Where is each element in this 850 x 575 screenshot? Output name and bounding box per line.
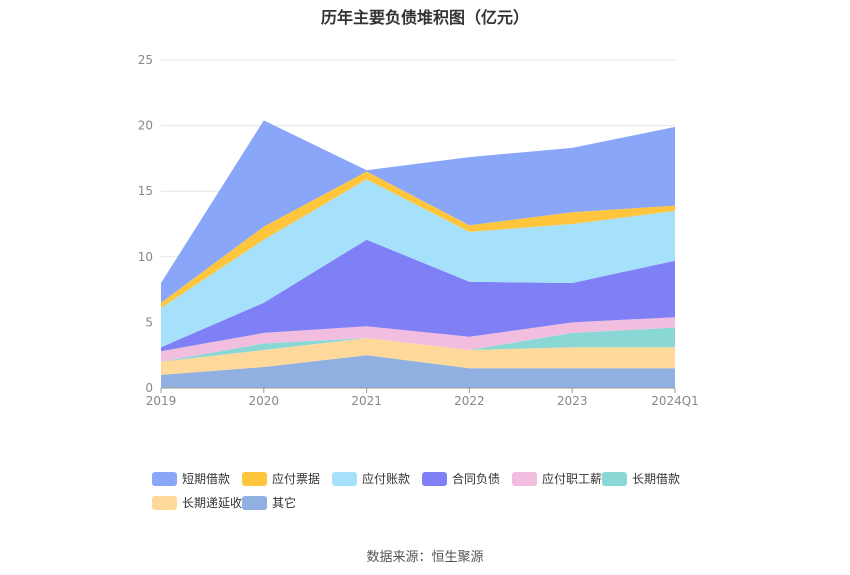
y-tick-label: 15 [138, 184, 153, 198]
y-tick-label: 0 [145, 381, 153, 395]
area-series-6 [161, 171, 675, 308]
legend-item[interactable]: 长期借款 [602, 470, 680, 487]
legend-label: 应付账款 [362, 472, 411, 486]
legend-item[interactable]: 应付职工薪酬 [512, 470, 614, 487]
area-series-4 [161, 239, 675, 352]
legend-label: 长期借款 [632, 472, 681, 486]
legend-item[interactable]: 应付票据 [242, 470, 320, 487]
legend-swatch [152, 471, 177, 486]
legend-label: 应付职工薪酬 [542, 472, 615, 486]
area-series-7 [161, 120, 675, 303]
legend-item[interactable]: 长期递延收益 [152, 494, 254, 511]
legend-item[interactable]: 合同负债 [422, 470, 500, 487]
area-series-0 [161, 355, 675, 388]
source-note: 数据来源：恒生聚源 [366, 550, 484, 565]
legend-swatch [602, 471, 627, 486]
legend-swatch [512, 471, 537, 486]
legend-label: 长期递延收益 [182, 496, 255, 510]
x-tick-label: 2020 [249, 394, 280, 408]
x-tick-label: 2022 [454, 394, 485, 408]
area-series-3 [161, 317, 675, 362]
x-tick-label: 2019 [146, 394, 177, 408]
legend-swatch [422, 471, 447, 486]
y-tick-label: 20 [138, 119, 153, 133]
legend-label: 合同负债 [452, 472, 501, 486]
y-tick-label: 5 [145, 315, 153, 329]
legend-swatch [332, 471, 357, 486]
area-series-5 [161, 179, 675, 348]
x-tick-label: 2021 [351, 394, 382, 408]
legend-item[interactable]: 应付账款 [332, 470, 410, 487]
chart-title: 历年主要负债堆积图（亿元） [320, 8, 529, 27]
legend-item[interactable]: 短期借款 [152, 470, 230, 487]
x-tick-label: 2023 [557, 394, 588, 408]
legend-swatch [152, 495, 177, 510]
legend-swatch [242, 471, 267, 486]
legend-swatch [242, 495, 267, 510]
area-series-2 [161, 327, 675, 362]
y-tick-label: 10 [138, 250, 153, 264]
legend-label: 短期借款 [182, 472, 231, 486]
legend-label: 其它 [272, 496, 297, 510]
area-series-1 [161, 338, 675, 375]
legend-label: 应付票据 [272, 472, 321, 486]
legend-item[interactable]: 其它 [242, 494, 296, 511]
y-tick-label: 25 [138, 53, 153, 67]
x-tick-label: 2024Q1 [651, 394, 699, 408]
chart-plot: 0 5 10 15 20 25 2019 2020 2021 2022 2023 2024Q1 [138, 53, 699, 408]
